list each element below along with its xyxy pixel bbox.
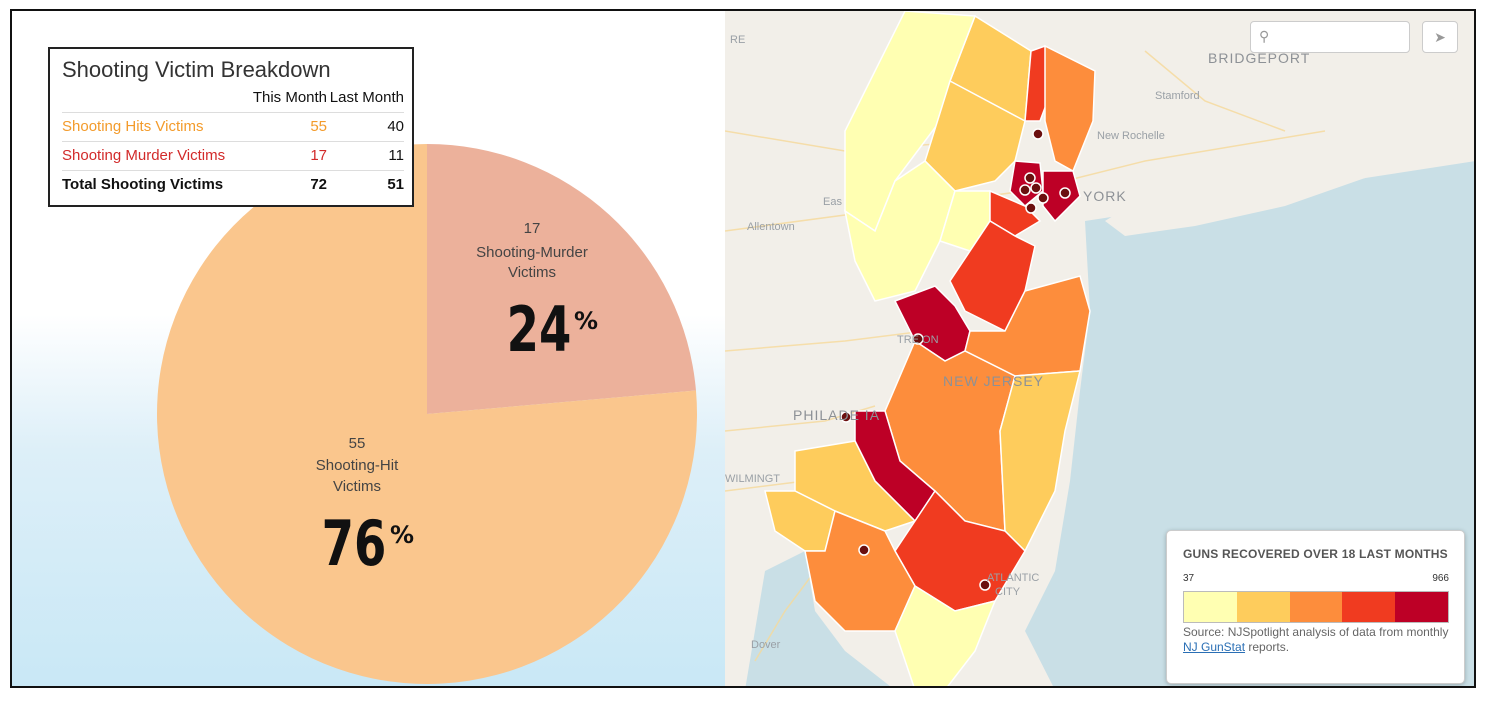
map-label-atlantic: ATLANTIC [987, 572, 1039, 584]
murder-name-line1: Shooting-Murder [476, 244, 588, 261]
legend-min: 37 [1183, 573, 1195, 584]
pie-slice-shooting-hit [156, 144, 698, 684]
city-marker[interactable] [1025, 202, 1037, 214]
legend-swatch [1342, 592, 1396, 622]
legend-swatch [1289, 592, 1343, 622]
city-marker[interactable] [1030, 182, 1042, 194]
pie-chart: 17 Shooting-Murder Victims 24 % 55 Shoot… [156, 144, 698, 684]
shooting-breakdown-table: Shooting Victim Breakdown This Month Las… [48, 47, 414, 207]
column-header-this-month: This Month [252, 89, 328, 106]
map-label-stamford: Stamford [1155, 90, 1200, 102]
murder-percent-sign: % [574, 307, 598, 335]
city-marker[interactable] [912, 333, 924, 345]
search-icon: ⚲ [1259, 28, 1270, 44]
hit-count-label: 55 [349, 435, 366, 452]
county-cape-may[interactable] [894, 584, 997, 686]
cell-murder-last-month: 11 [327, 141, 404, 171]
murder-count-label: 17 [524, 220, 541, 237]
cell-murder-this-month: 17 [250, 141, 328, 171]
city-marker[interactable] [1024, 172, 1036, 184]
pie-slice-shooting-murder [427, 144, 696, 414]
map-legend: GUNS RECOVERED OVER 18 LAST MONTHS 37 96… [1166, 530, 1465, 684]
source-suffix: reports. [1245, 640, 1290, 654]
city-marker[interactable] [1037, 192, 1049, 204]
long-island [1105, 91, 1474, 236]
map-label-philadelphia: PHILADE IA [793, 407, 880, 423]
murder-name-line2: Victims [508, 264, 556, 281]
map-label-new-rochelle: New Rochelle [1097, 130, 1165, 142]
legend-color-scale [1183, 591, 1449, 623]
map-label-trenton: TRE ON [897, 334, 939, 346]
row-label-total: Total Shooting Victims [62, 170, 251, 199]
city-marker[interactable] [979, 579, 991, 591]
legend-swatch [1184, 592, 1237, 622]
map-label-wilmington: WILMINGT [725, 473, 780, 485]
county-essex[interactable] [1009, 160, 1044, 208]
figure-frame: 17 Shooting-Murder Victims 24 % 55 Shoot… [10, 9, 1476, 688]
cell-total-this-month: 72 [250, 170, 328, 199]
legend-max: 966 [1432, 573, 1449, 584]
locate-arrow-icon: ➤ [1434, 28, 1446, 45]
city-marker[interactable] [1032, 128, 1044, 140]
map-label-re: RE [730, 34, 745, 46]
row-label-murder: Shooting Murder Victims [62, 141, 251, 171]
source-prefix: Source: NJSpotlight analysis of data fro… [1183, 625, 1449, 639]
nj-gunstat-link[interactable]: NJ GunStat [1183, 640, 1246, 654]
row-label-hits: Shooting Hits Victims [62, 112, 251, 142]
county-bergen[interactable] [1044, 44, 1096, 173]
cell-hits-last-month: 40 [327, 112, 404, 142]
legend-source: Source: NJSpotlight analysis of data fro… [1183, 625, 1449, 655]
legend-range: 37 966 [1183, 573, 1449, 587]
table-row: Shooting Hits Victims 55 40 [62, 112, 404, 142]
locate-button[interactable]: ➤ [1422, 21, 1458, 53]
city-marker[interactable] [1059, 187, 1071, 199]
map-label-dover: Dover [751, 639, 781, 651]
map-label-york: YORK [1083, 188, 1127, 204]
delaware-bay [745, 551, 890, 686]
county-ocean[interactable] [999, 370, 1081, 553]
map-label-city: CITY [995, 586, 1021, 598]
legend-swatch [1395, 592, 1448, 622]
hit-name-line1: Shooting-Hit [316, 457, 399, 474]
county-cumberland[interactable] [804, 509, 916, 632]
map-search-input[interactable]: ⚲ [1250, 21, 1410, 53]
table-row: Shooting Murder Victims 17 11 [62, 141, 404, 171]
hit-name-line2: Victims [333, 478, 381, 495]
legend-title: GUNS RECOVERED OVER 18 LAST MONTHS [1183, 547, 1448, 561]
map-label-new-jersey: NEW JERSEY [943, 373, 1044, 389]
city-marker[interactable] [858, 544, 870, 556]
legend-swatch [1236, 592, 1290, 622]
city-marker[interactable] [1019, 184, 1031, 196]
hit-percent-label: 76 [322, 507, 387, 579]
table-title: Shooting Victim Breakdown [62, 57, 331, 82]
hit-percent-sign: % [390, 521, 414, 549]
murder-percent-label: 24 [507, 293, 572, 365]
city-marker[interactable] [840, 411, 852, 423]
map-label-eas: Eas [823, 196, 842, 208]
map-label-allentown: Allentown [747, 221, 795, 233]
cell-hits-this-month: 55 [250, 112, 328, 142]
column-header-last-month: Last Month [329, 89, 404, 106]
pie-panel: 17 Shooting-Murder Victims 24 % 55 Shoot… [12, 11, 725, 686]
nj-map[interactable]: BRIDGEPORT Stamford New Rochelle YORK Al… [725, 11, 1474, 686]
table-row: Total Shooting Victims 72 51 [62, 170, 404, 199]
map-label-bridgeport: BRIDGEPORT [1208, 50, 1310, 66]
county-union[interactable] [989, 189, 1042, 237]
cell-total-last-month: 51 [327, 170, 404, 199]
